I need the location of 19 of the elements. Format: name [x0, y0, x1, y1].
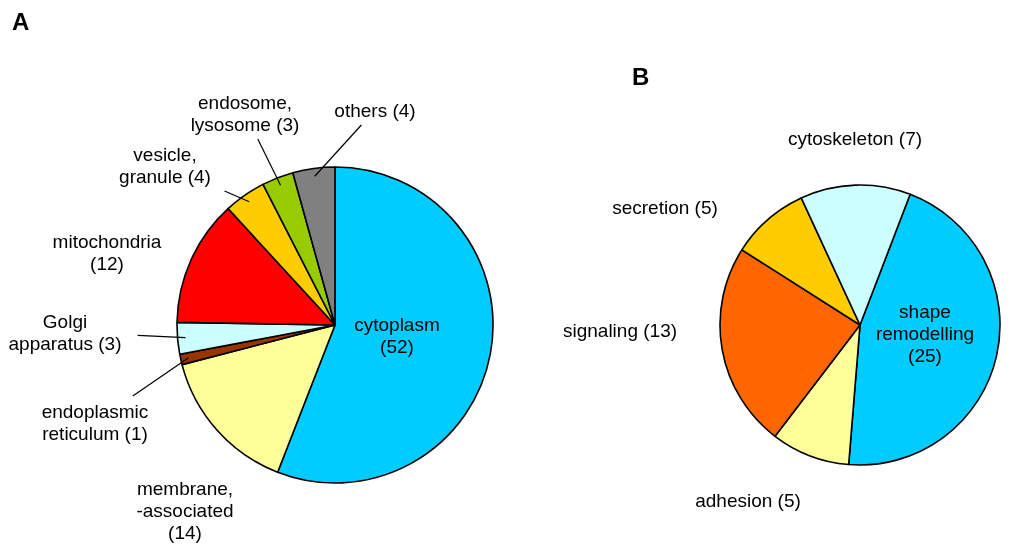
- slice-label: cytoplasm: [354, 313, 440, 335]
- chart-title: B: [632, 63, 650, 90]
- slice-label: membrane, -associated: [136, 477, 234, 521]
- slice-label: shape remodelling: [875, 300, 975, 344]
- slice-label: adhesion (5): [695, 489, 801, 511]
- slice-label: secretion (5): [612, 196, 718, 218]
- slice-label: vesicle, granule (4): [119, 143, 211, 187]
- data-label: (12): [90, 252, 124, 274]
- data-label: (14): [168, 521, 202, 543]
- slice-label: others (4): [334, 99, 416, 121]
- slice-label: endosome, lysosome (3): [190, 91, 300, 135]
- slice-label: Golgi apparatus (3): [8, 310, 122, 354]
- slice-label: cytoskeleton (7): [787, 127, 923, 149]
- data-label: (52): [380, 335, 414, 357]
- slice-label: mitochondria: [52, 230, 162, 252]
- slice-label: endoplasmic reticulum (1): [41, 400, 149, 444]
- chart-title: A: [12, 8, 30, 35]
- data-label: (25): [908, 344, 942, 366]
- slice-label: signaling (13): [562, 319, 678, 341]
